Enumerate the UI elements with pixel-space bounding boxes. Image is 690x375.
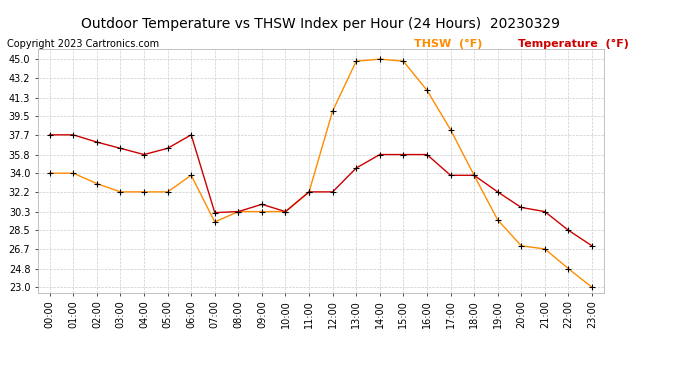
Text: Outdoor Temperature vs THSW Index per Hour (24 Hours)  20230329: Outdoor Temperature vs THSW Index per Ho… <box>81 17 560 31</box>
Text: Temperature  (°F): Temperature (°F) <box>518 39 629 50</box>
Text: Copyright 2023 Cartronics.com: Copyright 2023 Cartronics.com <box>7 39 159 50</box>
Text: THSW  (°F): THSW (°F) <box>414 39 482 50</box>
